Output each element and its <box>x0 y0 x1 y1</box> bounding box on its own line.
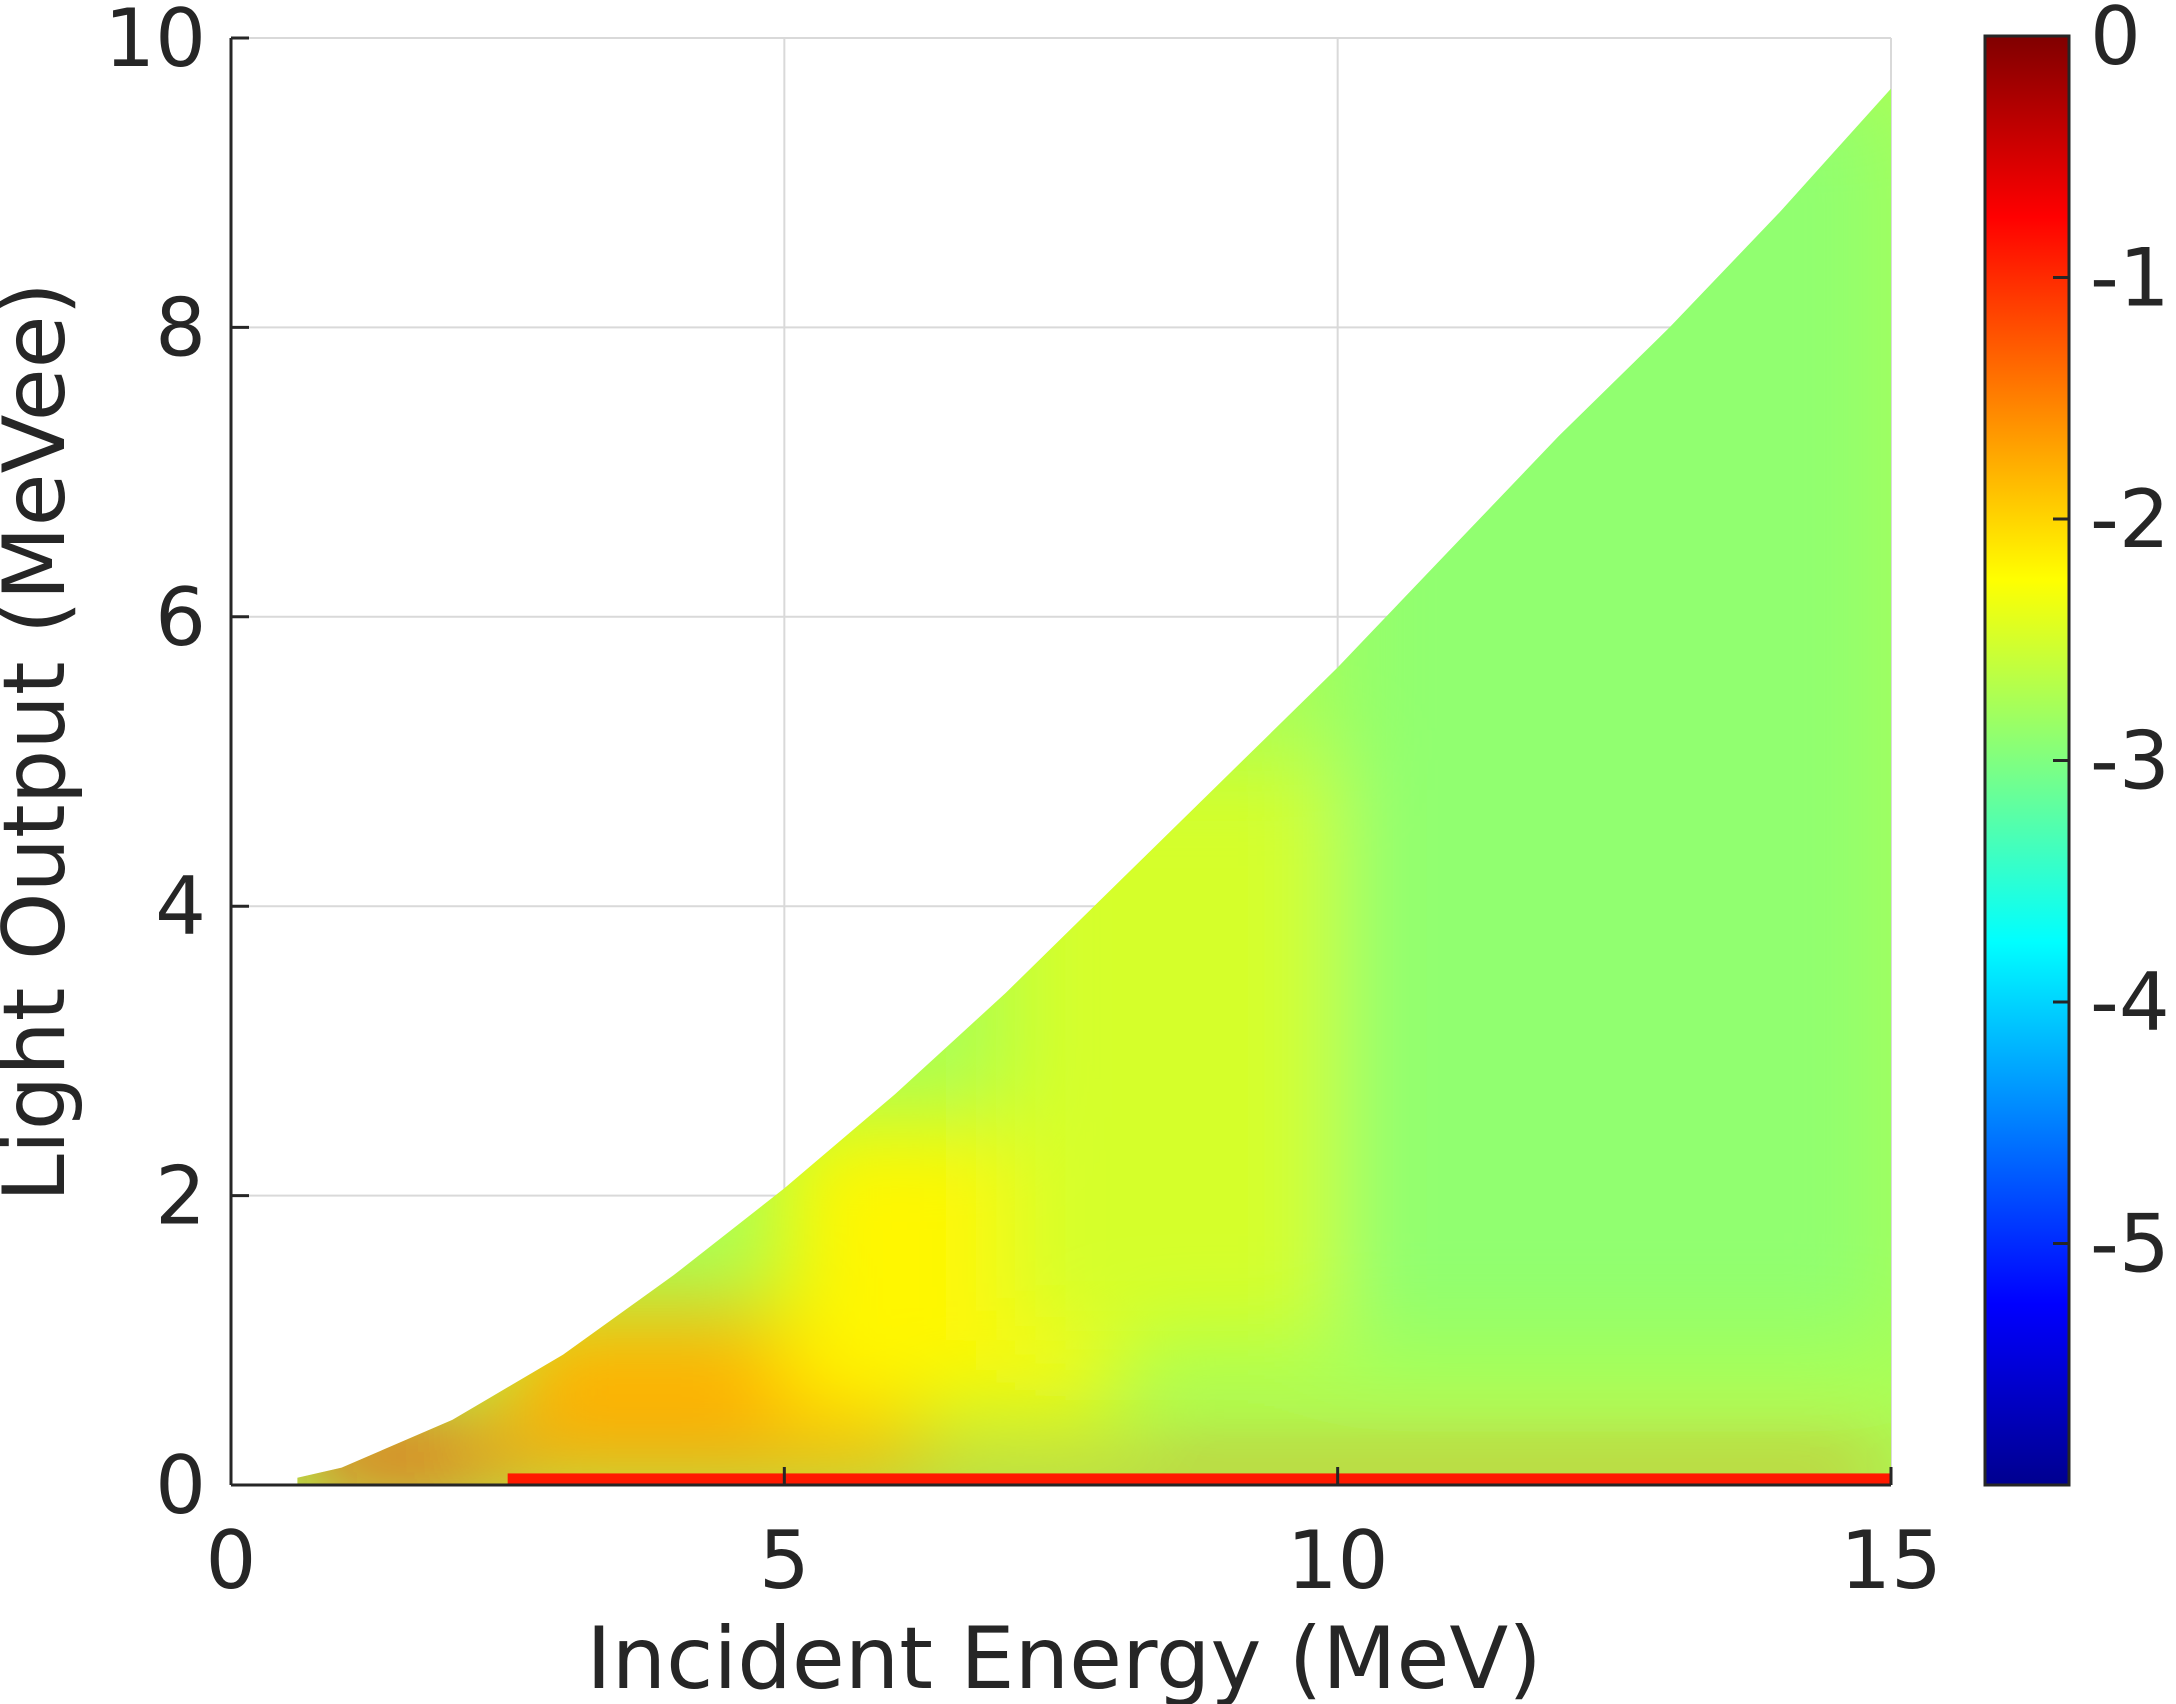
heatmap-cell <box>1337 95 1891 1341</box>
x-tick-label: 15 <box>1840 1514 1942 1607</box>
x-tick-labels: 0 5 10 15 <box>206 1467 1942 1607</box>
x-tick-label: 10 <box>1287 1514 1389 1607</box>
y-tick-labels: 0 2 4 6 8 10 <box>104 0 249 1532</box>
y-tick-label: 0 <box>155 1439 206 1532</box>
colorbar-tick-label: -4 <box>2090 956 2170 1049</box>
y-tick-label: 6 <box>155 571 206 664</box>
x-tick-label: 5 <box>759 1514 810 1607</box>
colorbar-tick-label: 0 <box>2090 0 2141 83</box>
colorbar-tick-label: -3 <box>2090 715 2170 808</box>
heatmap-cells <box>297 95 1891 1485</box>
colorbar-tick-label: -1 <box>2090 232 2170 325</box>
y-tick-label: 8 <box>155 281 206 374</box>
x-axis-label: Incident Energy (MeV) <box>586 1609 1542 1704</box>
y-axis-label: Light Output (MeVee) <box>0 282 85 1202</box>
x-tick-label: 0 <box>206 1514 257 1607</box>
y-tick-label: 2 <box>155 1150 206 1243</box>
heatmap-region <box>297 88 1891 1485</box>
y-tick-label: 4 <box>155 860 206 953</box>
y-tick-label: 10 <box>104 0 206 85</box>
colorbar-tick-label: -2 <box>2090 473 2170 566</box>
colorbar-tick-label: -5 <box>2090 1198 2170 1291</box>
heatmap-cell <box>507 1473 1891 1485</box>
axes <box>229 38 1891 1487</box>
colorbar: 0 -1 -2 -3 -4 -5 <box>1983 0 2170 1487</box>
colorbar-ticks: 0 -1 -2 -3 -4 -5 <box>2053 0 2170 1291</box>
